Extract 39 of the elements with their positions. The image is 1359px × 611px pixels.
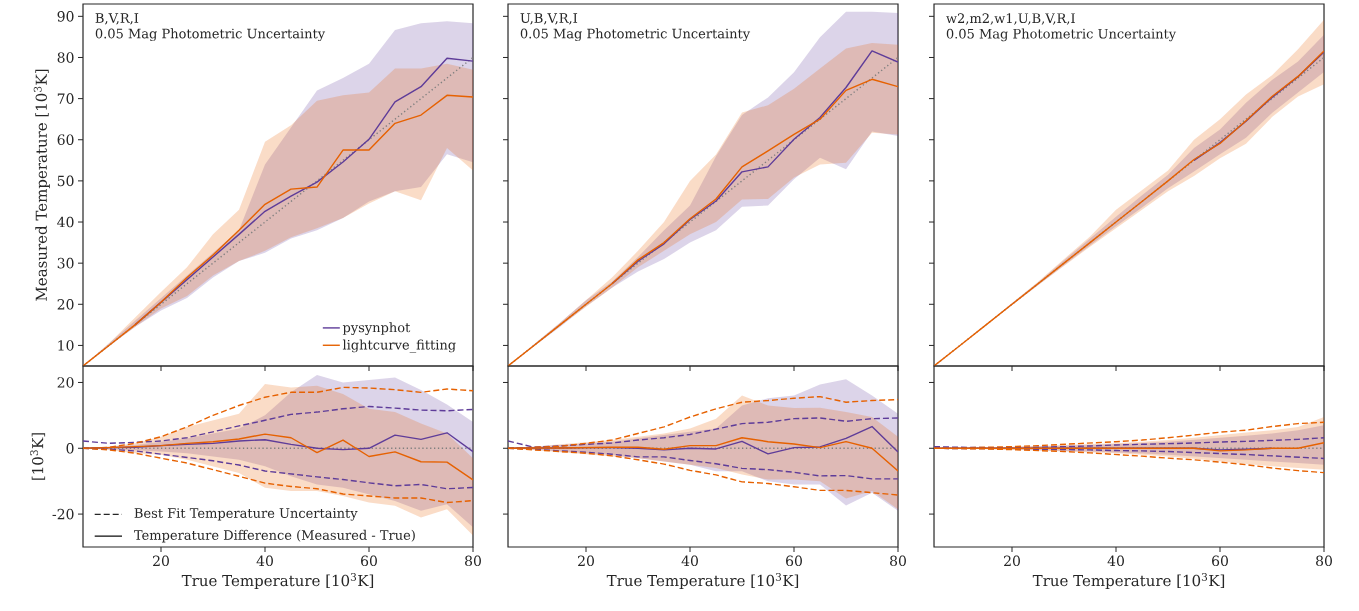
y-axis-title: Measured Temperature [10$^{3}$K] <box>33 69 50 301</box>
x-tick-label: 80 <box>465 555 481 567</box>
annotation: 0.05 Mag Photometric Uncertainty <box>95 28 326 42</box>
x-tick-label: 80 <box>1316 555 1332 567</box>
annotation: w2,m2,w1,U,B,V,R,I <box>946 13 1075 25</box>
annotation: 0.05 Mag Photometric Uncertainty <box>520 28 751 42</box>
x-tick-label: 40 <box>256 555 273 567</box>
x-tick-label: 60 <box>786 555 802 567</box>
y-tick-label: -20 <box>52 508 74 520</box>
y-tick-label: 90 <box>57 11 74 22</box>
y-tick-label: 30 <box>57 257 74 269</box>
y-tick-label: 60 <box>57 134 74 146</box>
x-tick-label: 20 <box>1004 555 1020 567</box>
y-tick-label: 70 <box>57 93 74 104</box>
x-tick-label: 20 <box>578 555 594 567</box>
y-tick-label: 0 <box>66 442 74 454</box>
annotation: B,V,R,I <box>95 13 139 25</box>
y-tick-label: 80 <box>57 52 74 63</box>
y-tick-label: 20 <box>57 377 74 388</box>
annotation: Best Fit Temperature Uncertainty <box>134 508 358 521</box>
y-axis-title: [10$^{3}$K] <box>30 433 46 480</box>
annotation: 0.05 Mag Photometric Uncertainty <box>946 28 1177 42</box>
x-tick-label: 40 <box>1107 555 1124 567</box>
x-tick-label: 20 <box>153 555 169 567</box>
y-tick-label: 20 <box>57 299 74 310</box>
x-axis-title: True Temperature [10$^{3}$K] <box>606 572 799 590</box>
y-tick-label: 50 <box>57 175 74 187</box>
annotation: U,B,V,R,I <box>520 13 578 25</box>
x-tick-label: 80 <box>890 555 906 567</box>
y-tick-label: 40 <box>57 216 74 228</box>
legend-label: lightcurve_fitting <box>342 339 456 353</box>
annotation: Temperature Difference (Measured - True) <box>134 529 415 543</box>
x-tick-label: 60 <box>361 555 377 567</box>
x-tick-label: 60 <box>1212 555 1228 567</box>
x-axis-title: True Temperature [10$^{3}$K] <box>1032 572 1225 590</box>
y-tick-label: 10 <box>58 340 74 351</box>
legend-label: pysynphot <box>342 322 411 335</box>
x-axis-title: True Temperature [10$^{3}$K] <box>181 572 374 590</box>
x-tick-label: 40 <box>681 555 698 567</box>
